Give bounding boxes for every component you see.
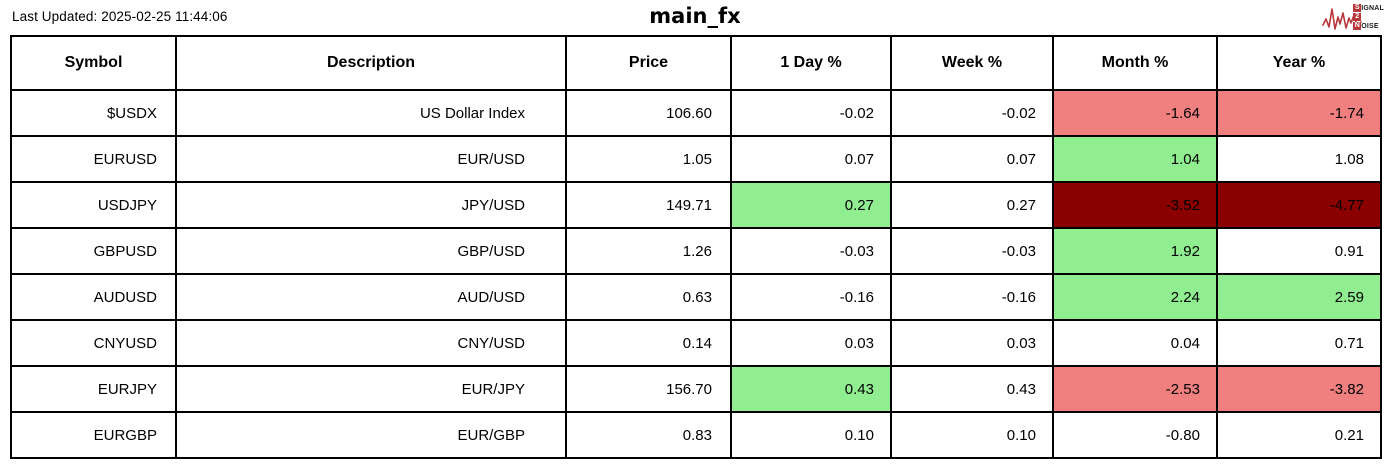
cell-price: 1.05 [565, 135, 732, 183]
cell-week: -0.16 [890, 273, 1054, 321]
column-header-1day: 1 Day % [730, 35, 892, 91]
column-header-month: Month % [1052, 35, 1218, 91]
table-row: EURJPY EUR/JPY 156.70 0.43 0.43 -2.53 -3.82 [10, 365, 1382, 413]
cell-desc: CNY/USD [175, 319, 567, 367]
column-header-year: Year % [1216, 35, 1382, 91]
cell-week: 0.03 [890, 319, 1054, 367]
table-row: AUDUSD AUD/USD 0.63 -0.16 -0.16 2.24 2.59 [10, 273, 1382, 321]
last-updated-text: Last Updated: 2025-02-25 11:44:06 [12, 9, 228, 24]
cell-day: 0.10 [730, 411, 892, 459]
table-row: EURGBP EUR/GBP 0.83 0.10 0.10 -0.80 0.21 [10, 411, 1382, 459]
table-row: CNYUSD CNY/USD 0.14 0.03 0.03 0.04 0.71 [10, 319, 1382, 367]
cell-price: 1.26 [565, 227, 732, 275]
cell-month: 2.24 [1052, 273, 1218, 321]
cell-year: -3.82 [1216, 365, 1382, 413]
fx-table: Symbol Description Price 1 Day % Week % … [10, 35, 1382, 459]
cell-year: 0.91 [1216, 227, 1382, 275]
logo-line-signal: S IGNAL [1353, 4, 1384, 12]
column-header-price: Price [565, 35, 732, 91]
logo-line-rest: IGNAL [1361, 4, 1384, 12]
cell-desc: GBP/USD [175, 227, 567, 275]
cell-desc: EUR/USD [175, 135, 567, 183]
cell-desc: EUR/JPY [175, 365, 567, 413]
cell-month: -2.53 [1052, 365, 1218, 413]
cell-symbol: $USDX [10, 89, 177, 137]
cell-symbol: AUDUSD [10, 273, 177, 321]
cell-month: -3.52 [1052, 181, 1218, 229]
cell-desc: AUD/USD [175, 273, 567, 321]
cell-symbol: CNYUSD [10, 319, 177, 367]
signal2noise-logo: S IGNAL 2 N OISE [1322, 3, 1384, 34]
cell-month: -1.64 [1052, 89, 1218, 137]
logo-letter-box: 2 [1353, 13, 1362, 21]
cell-month: 1.04 [1052, 135, 1218, 183]
cell-week: 0.07 [890, 135, 1054, 183]
cell-week: -0.03 [890, 227, 1054, 275]
cell-symbol: EURUSD [10, 135, 177, 183]
column-header-week: Week % [890, 35, 1054, 91]
cell-desc: JPY/USD [175, 181, 567, 229]
page-title: main_fx [649, 4, 741, 28]
logo-text: S IGNAL 2 N OISE [1353, 4, 1384, 30]
cell-day: -0.16 [730, 273, 892, 321]
cell-day: -0.02 [730, 89, 892, 137]
cell-year: 1.08 [1216, 135, 1382, 183]
logo-letter-box: N [1353, 22, 1362, 30]
cell-price: 0.14 [565, 319, 732, 367]
cell-year: -4.77 [1216, 181, 1382, 229]
cell-month: 1.92 [1052, 227, 1218, 275]
cell-month: 0.04 [1052, 319, 1218, 367]
cell-price: 0.63 [565, 273, 732, 321]
cell-price: 156.70 [565, 365, 732, 413]
cell-year: 0.71 [1216, 319, 1382, 367]
logo-line-rest: OISE [1361, 22, 1379, 30]
cell-month: -0.80 [1052, 411, 1218, 459]
cell-symbol: USDJPY [10, 181, 177, 229]
cell-day: 0.03 [730, 319, 892, 367]
table-row: EURUSD EUR/USD 1.05 0.07 0.07 1.04 1.08 [10, 135, 1382, 183]
cell-symbol: EURGBP [10, 411, 177, 459]
column-header-description: Description [175, 35, 567, 91]
table-header-row: Symbol Description Price 1 Day % Week % … [10, 35, 1382, 91]
cell-price: 0.83 [565, 411, 732, 459]
table-row: USDJPY JPY/USD 149.71 0.27 0.27 -3.52 -4.77 [10, 181, 1382, 229]
logo-letter-box: S [1353, 4, 1362, 12]
logo-line-2: 2 [1353, 13, 1384, 21]
cell-price: 149.71 [565, 181, 732, 229]
cell-week: -0.02 [890, 89, 1054, 137]
cell-year: 0.21 [1216, 411, 1382, 459]
cell-year: -1.74 [1216, 89, 1382, 137]
table-row: GBPUSD GBP/USD 1.26 -0.03 -0.03 1.92 0.91 [10, 227, 1382, 275]
cell-day: 0.43 [730, 365, 892, 413]
cell-desc: US Dollar Index [175, 89, 567, 137]
cell-day: 0.27 [730, 181, 892, 229]
logo-line-noise: N OISE [1353, 22, 1384, 30]
cell-day: 0.07 [730, 135, 892, 183]
cell-desc: EUR/GBP [175, 411, 567, 459]
cell-year: 2.59 [1216, 273, 1382, 321]
cell-week: 0.27 [890, 181, 1054, 229]
cell-week: 0.10 [890, 411, 1054, 459]
table-row: $USDX US Dollar Index 106.60 -0.02 -0.02 -1.6… [10, 89, 1382, 137]
cell-price: 106.60 [565, 89, 732, 137]
column-header-symbol: Symbol [10, 35, 177, 91]
cell-day: -0.03 [730, 227, 892, 275]
cell-symbol: GBPUSD [10, 227, 177, 275]
cell-symbol: EURJPY [10, 365, 177, 413]
cell-week: 0.43 [890, 365, 1054, 413]
